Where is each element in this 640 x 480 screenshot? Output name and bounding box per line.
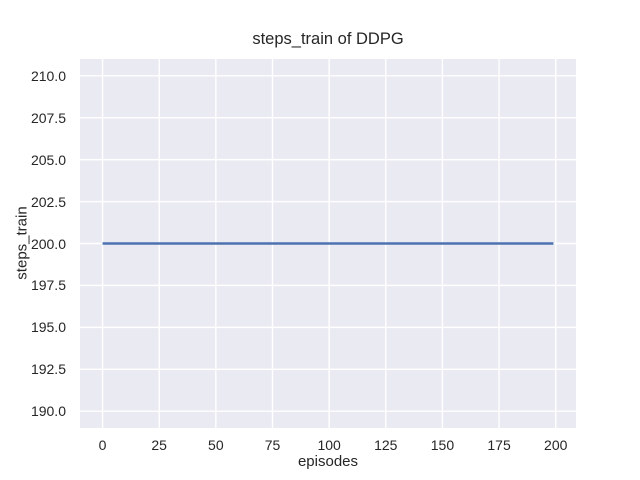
y-tick-label: 192.5 [30,361,66,378]
y-tick-label: 205.0 [30,151,66,168]
y-axis-label: steps_train [13,206,31,280]
plot-svg [80,59,576,428]
y-tick-label: 210.0 [30,67,66,84]
y-tick-label: 195.0 [30,319,66,336]
x-tick-label: 125 [374,437,398,453]
y-tick-label: 197.5 [30,277,66,294]
y-tick-label: 200.0 [30,235,66,252]
x-tick-label: 150 [430,437,455,453]
x-tick-label: 50 [208,437,224,453]
y-tick-label: 190.0 [30,403,66,420]
x-tick-label: 175 [487,437,511,453]
y-tick-label: 207.5 [30,109,66,126]
y-tick-label: 202.5 [30,193,66,210]
x-tick-label: 0 [98,437,107,453]
x-tick-label: 25 [151,437,167,453]
x-axis-label: episodes [297,453,359,470]
chart-title: steps_train of DDPG [252,30,404,48]
plot-area [80,59,576,428]
x-tick-label: 100 [317,437,341,453]
x-tick-label: 75 [264,437,281,453]
x-tick-label: 200 [544,437,568,453]
